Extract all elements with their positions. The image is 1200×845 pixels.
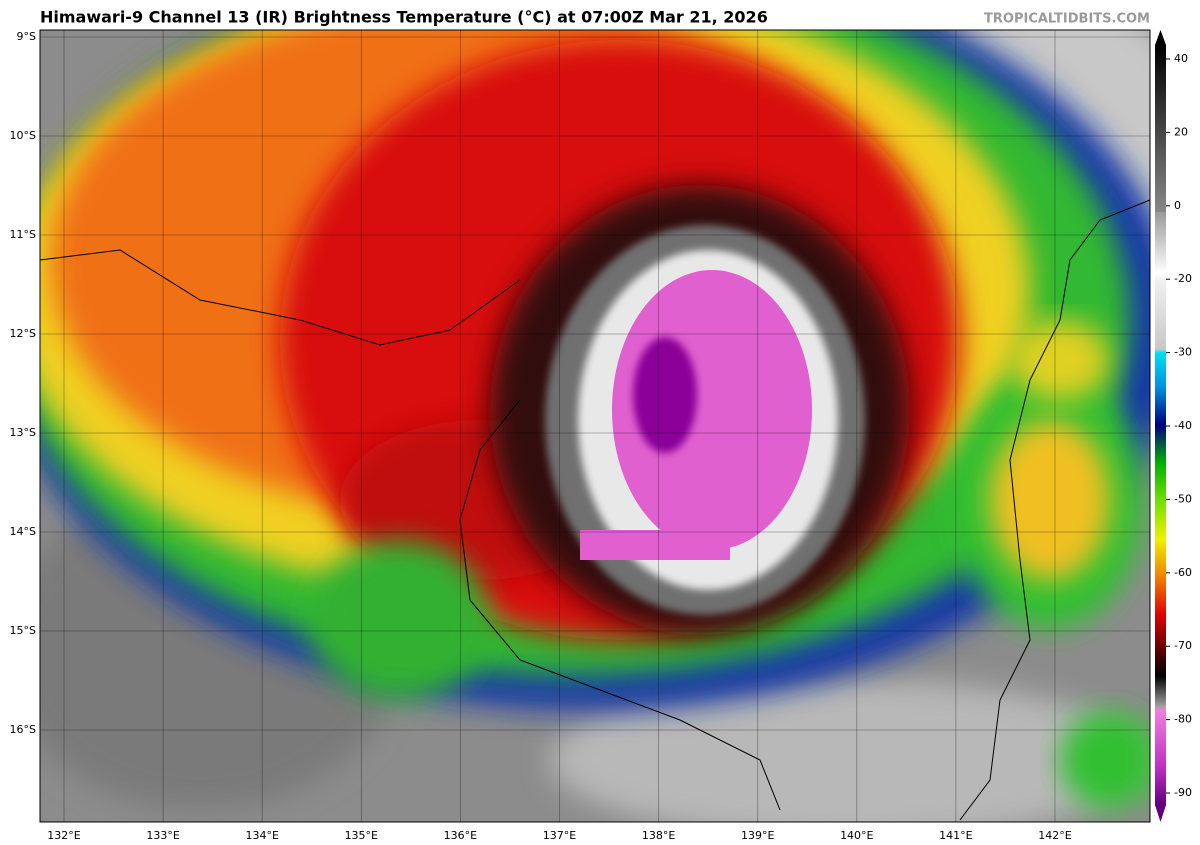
lat-label: 13°S bbox=[10, 426, 36, 439]
colorbar-label: -80 bbox=[1174, 713, 1192, 726]
lat-label: 10°S bbox=[10, 129, 36, 142]
colorbar-label: -90 bbox=[1174, 786, 1192, 799]
graticule bbox=[40, 30, 1150, 822]
colorbar bbox=[1155, 45, 1166, 805]
colorbar-label: -30 bbox=[1174, 346, 1192, 359]
colorbar-bottom bbox=[1155, 805, 1166, 822]
colorbar-label: -60 bbox=[1174, 566, 1192, 579]
lon-label: 141°E bbox=[939, 829, 972, 842]
lon-label: 136°E bbox=[444, 829, 477, 842]
colorbar-label: -40 bbox=[1174, 419, 1192, 432]
lon-label: 134°E bbox=[245, 829, 278, 842]
lon-label: 139°E bbox=[741, 829, 774, 842]
lon-label: 137°E bbox=[543, 829, 576, 842]
lat-label: 14°S bbox=[10, 525, 36, 538]
colorbar-label: 40 bbox=[1174, 52, 1188, 65]
map-frame bbox=[39, 29, 1151, 823]
title: Himawari-9 Channel 13 (IR) Brightness Te… bbox=[40, 8, 768, 27]
lat-label: 15°S bbox=[10, 624, 36, 637]
lon-label: 135°E bbox=[345, 829, 378, 842]
lon-label: 142°E bbox=[1038, 829, 1071, 842]
lon-label: 132°E bbox=[47, 829, 80, 842]
lon-label: 138°E bbox=[642, 829, 675, 842]
lon-label: 140°E bbox=[840, 829, 873, 842]
colorbar-label: 0 bbox=[1174, 199, 1181, 212]
lat-label: 9°S bbox=[17, 30, 36, 43]
lon-label: 133°E bbox=[146, 829, 179, 842]
colorbar-label: 20 bbox=[1174, 125, 1188, 138]
colorbar-label: -20 bbox=[1174, 272, 1192, 285]
colorbar-label: -70 bbox=[1174, 639, 1192, 652]
colorbar-top bbox=[1155, 30, 1166, 45]
colorbar-label: -50 bbox=[1174, 492, 1192, 505]
source: TROPICALTIDBITS.COM bbox=[984, 12, 1150, 27]
lat-label: 16°S bbox=[10, 723, 36, 736]
lat-label: 12°S bbox=[10, 327, 36, 340]
lat-label: 11°S bbox=[10, 228, 36, 241]
